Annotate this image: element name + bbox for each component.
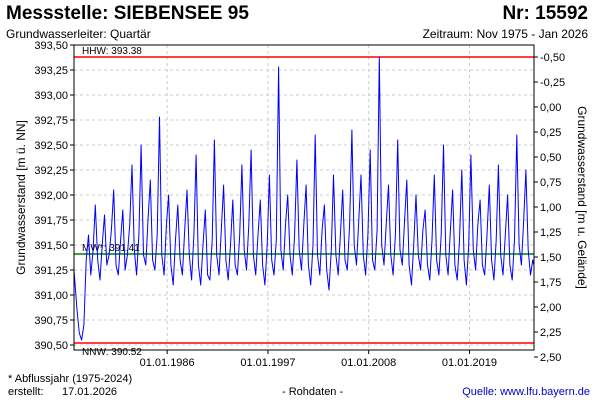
y-tick-label: 392,50 <box>34 140 68 152</box>
created-date: 17.01.2026 <box>62 386 118 398</box>
y-tick-label: 392,00 <box>34 190 68 202</box>
page-title: Messstelle: SIEBENSEE 95 <box>6 3 249 24</box>
series-line <box>73 56 535 341</box>
y-tick-label: 390,50 <box>34 340 68 352</box>
x-tick-label: 01.01.1997 <box>240 357 295 369</box>
y-tick-label: 391,75 <box>34 215 68 227</box>
right-tick-label: -0,50 <box>540 52 565 64</box>
right-tick-label: 1,25 <box>540 227 561 239</box>
source-link[interactable]: Quelle: www.lfu.bayern.de <box>462 386 590 398</box>
y-tick-label: 391,00 <box>34 290 68 302</box>
series-layer <box>73 56 535 341</box>
created-label: erstellt: <box>8 386 44 398</box>
right-tick-label: 1,50 <box>540 252 561 264</box>
right-tick-label: 0,00 <box>540 102 561 114</box>
y-tick-label: 390,75 <box>34 315 68 327</box>
ref-label-hhw: HHW: 393.38 <box>82 46 142 57</box>
right-tick-label: 2,25 <box>540 327 561 339</box>
y-tick-label: 393,00 <box>34 90 68 102</box>
ref-label-mw: MW*: 391.41 <box>82 243 140 254</box>
x-tick-label: 01.01.1986 <box>140 357 195 369</box>
y-axis-label-left: Grundwasserstand [m ü. NN] <box>14 120 28 275</box>
y-tick-label: 391,50 <box>34 240 68 252</box>
x-tick-label: 01.01.2008 <box>341 357 396 369</box>
right-tick-label: 0,50 <box>540 152 561 164</box>
x-axis-ticks: 01.01.1986 01.01.1997 01.01.2008 01.01.2019 <box>140 350 497 369</box>
raw-data-label: - Rohdaten - <box>282 386 344 398</box>
x-tick-label: 01.01.2019 <box>442 357 497 369</box>
right-tick-label: 2,00 <box>540 302 561 314</box>
y-tick-label: 391,25 <box>34 265 68 277</box>
right-tick-label: 2,50 <box>540 352 561 364</box>
aquifer-label: Grundwasserleiter: Quartär <box>6 27 151 41</box>
y-axis-label-right: Grundwasserstand [m u. Gelände] <box>575 106 589 289</box>
footnote: * Abflussjahr (1975-2024) <box>8 373 133 385</box>
y-tick-label: 392,25 <box>34 165 68 177</box>
grid-layer <box>74 44 534 350</box>
right-tick-label: -0,25 <box>540 77 565 89</box>
right-tick-label: 1,00 <box>540 202 561 214</box>
period-label: Zeitraum: Nov 1975 - Jan 2026 <box>422 27 588 41</box>
y-tick-label: 393,50 <box>34 40 68 52</box>
y-tick-label: 392,75 <box>34 115 68 127</box>
right-axis-ticks: -0,50 -0,25 0,00 0,25 0,50 0,75 1,00 1,25 1,50 1,… <box>534 52 565 364</box>
reference-lines: HHW: 393.38 MW*: 391.41 NNW: 390.52 <box>74 46 534 358</box>
left-axis-ticks: 390,50 390,75 391,00 391,25 391,50 391,75 392,… <box>34 40 74 352</box>
ref-label-nnw: NNW: 390.52 <box>82 347 142 358</box>
plot-frame <box>73 44 535 351</box>
right-tick-label: 1,75 <box>540 277 561 289</box>
right-tick-label: 0,75 <box>540 177 561 189</box>
y-tick-label: 393,25 <box>34 65 68 77</box>
right-tick-label: 0,25 <box>540 127 561 139</box>
station-number: Nr: 15592 <box>502 3 588 24</box>
